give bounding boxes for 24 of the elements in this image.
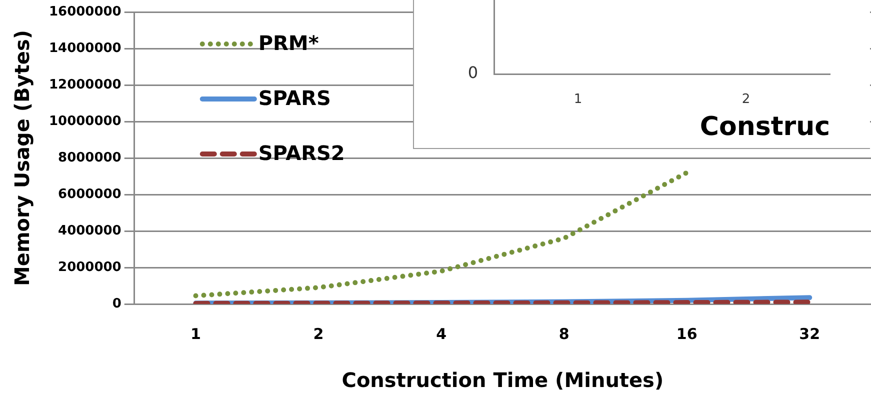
x-tick-label: 8 <box>558 324 570 343</box>
y-tick-label: 16000000 <box>48 4 122 20</box>
y-tick-label: 6000000 <box>58 186 122 202</box>
x-tick-label: 1 <box>190 324 201 343</box>
text: Construc <box>700 112 830 142</box>
y-tick-label: 4000000 <box>58 223 122 238</box>
x-tick-label: 4 <box>436 324 447 343</box>
x-tick-label: 32 <box>799 324 820 343</box>
x-tick-label: 2 <box>313 324 324 343</box>
legend-label: SPARS2 <box>258 141 345 166</box>
category-label: 1 <box>574 92 582 108</box>
y-tick-label: 12000000 <box>48 77 122 92</box>
x-axis-title: Construction Time (Minutes) <box>342 368 664 392</box>
y-tick-label: 0 <box>112 296 122 312</box>
legend-label: SPARS <box>258 86 331 110</box>
x-tick-label: 16 <box>676 324 698 343</box>
y-axis-title: Memory Usage (Bytes) <box>10 30 34 286</box>
legend-label: PRM* <box>258 31 320 56</box>
annotation: 0 <box>468 63 478 82</box>
y-tick-label: 10000000 <box>48 114 122 129</box>
y-tick-label: 8000000 <box>58 150 122 166</box>
y-tick-label: 14000000 <box>48 40 122 56</box>
category-label: 2 <box>742 92 750 108</box>
y-tick-label: 2000000 <box>58 260 122 275</box>
